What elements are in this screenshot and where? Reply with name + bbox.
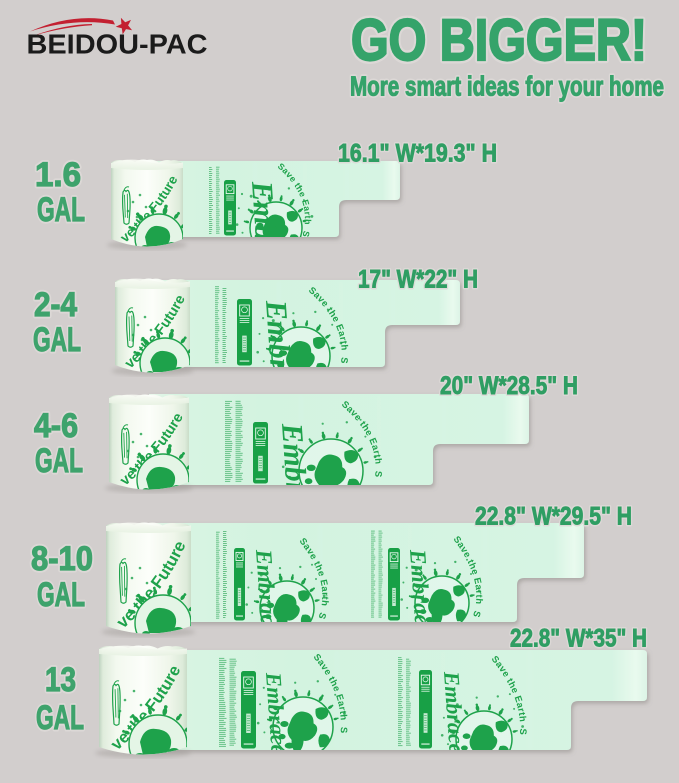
- svg-text:2-4: 2-4: [34, 286, 77, 324]
- svg-text:17" W*22" H: 17" W*22" H: [358, 266, 478, 294]
- svg-text:8-10: 8-10: [31, 540, 93, 578]
- svg-text:More smart ideas for your home: More smart ideas for your home: [350, 71, 664, 102]
- svg-text:GAL: GAL: [36, 699, 84, 737]
- svg-text:8-10: 8-10: [31, 540, 93, 578]
- svg-text:GO BIGGER!: GO BIGGER!: [351, 8, 647, 73]
- svg-text:GAL: GAL: [36, 699, 84, 737]
- svg-text:16.1" W*19.3" H: 16.1" W*19.3" H: [338, 140, 497, 168]
- svg-text:22.8" W*29.5" H: 22.8" W*29.5" H: [475, 503, 632, 531]
- svg-text:22.8" W*29.5" H: 22.8" W*29.5" H: [475, 503, 632, 531]
- svg-text:Embrace: Embrace: [245, 179, 286, 294]
- svg-text:13: 13: [45, 661, 76, 699]
- svg-text:GAL: GAL: [37, 576, 85, 614]
- svg-text:Embrace: Embrace: [275, 421, 316, 536]
- svg-text:GAL: GAL: [33, 321, 81, 359]
- svg-text:GAL: GAL: [33, 321, 81, 359]
- svg-text:GAL: GAL: [37, 191, 85, 229]
- svg-text:13: 13: [45, 661, 76, 699]
- svg-text:1.6: 1.6: [35, 156, 81, 194]
- svg-text:GAL: GAL: [37, 191, 85, 229]
- svg-text:20" W*28.5" H: 20" W*28.5" H: [440, 372, 578, 400]
- svg-text:20" W*28.5" H: 20" W*28.5" H: [440, 372, 578, 400]
- svg-text:22.8" W*35" H: 22.8" W*35" H: [510, 625, 647, 653]
- svg-text:Embrace: Embrace: [261, 671, 292, 756]
- svg-text:Embrace: Embrace: [439, 670, 470, 755]
- svg-text:GAL: GAL: [35, 442, 83, 480]
- svg-text:GAL: GAL: [35, 442, 83, 480]
- svg-text:16.1" W*19.3" H: 16.1" W*19.3" H: [338, 140, 497, 168]
- svg-text:4-6: 4-6: [34, 407, 78, 445]
- svg-text:More smart ideas for your home: More smart ideas for your home: [350, 71, 664, 102]
- svg-text:2-4: 2-4: [34, 286, 77, 324]
- svg-text:BEIDOU-PAC: BEIDOU-PAC: [27, 29, 208, 60]
- svg-text:22.8" W*35" H: 22.8" W*35" H: [510, 625, 647, 653]
- svg-text:Embrace: Embrace: [251, 548, 282, 636]
- svg-text:Embrace: Embrace: [259, 298, 300, 413]
- svg-text:GAL: GAL: [37, 576, 85, 614]
- svg-text:17" W*22" H: 17" W*22" H: [358, 266, 478, 294]
- svg-text:GO BIGGER!: GO BIGGER!: [351, 8, 647, 73]
- svg-text:4-6: 4-6: [34, 407, 78, 445]
- svg-text:Embrace: Embrace: [405, 548, 436, 636]
- svg-text:1.6: 1.6: [35, 156, 81, 194]
